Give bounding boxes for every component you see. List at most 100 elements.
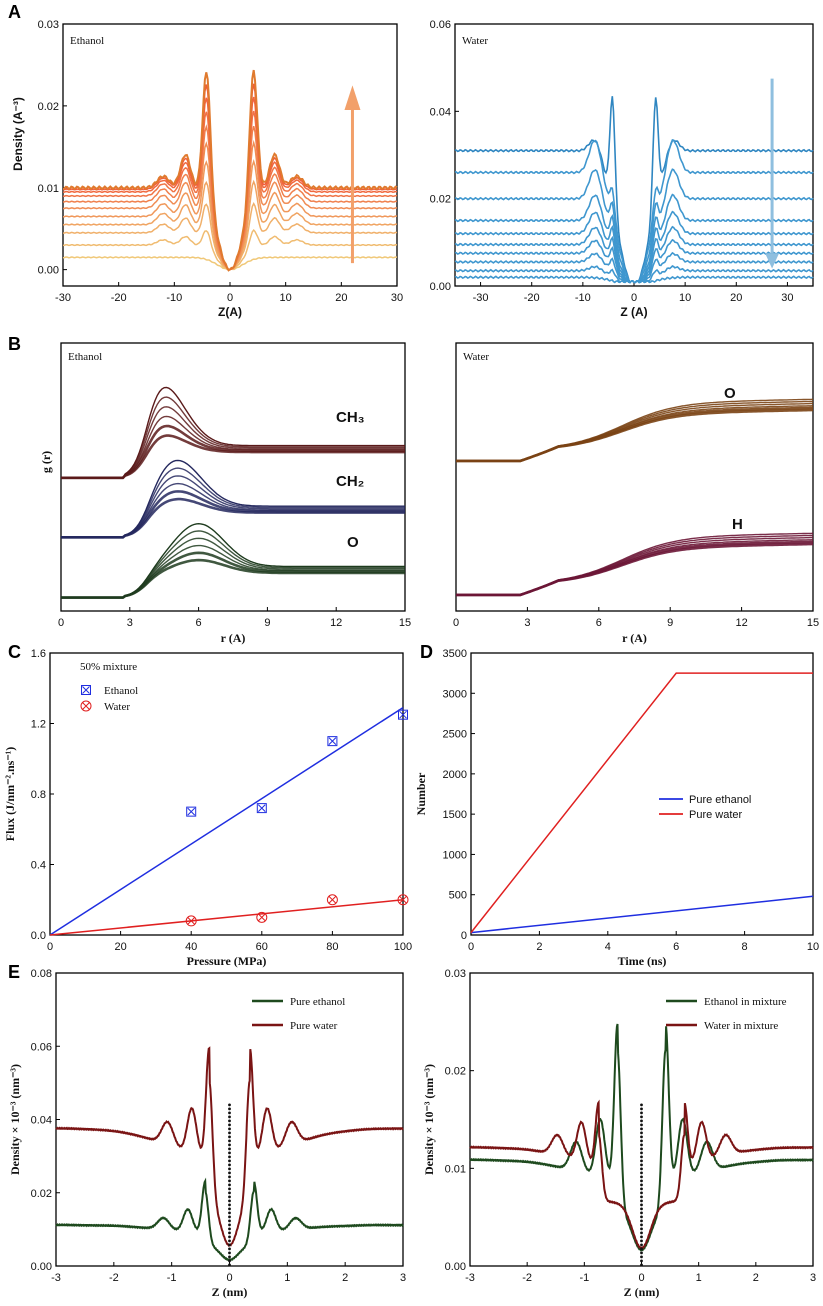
x-tick-label: 2 <box>536 941 542 953</box>
marker-cross <box>328 895 337 904</box>
membrane-dot <box>228 1139 231 1143</box>
square-x-marker <box>256 803 267 814</box>
x-tick-label: -30 <box>473 292 489 304</box>
y-tick-label: 0.02 <box>430 194 451 206</box>
x-tick-label: 0 <box>227 292 233 304</box>
membrane-dot <box>640 1219 643 1223</box>
x-tick-label: 6 <box>196 617 202 629</box>
chart-B2: 0 3 6 9 12 15 Water r (A) O H <box>453 342 819 645</box>
y-tick-label: 0.00 <box>445 1261 466 1273</box>
rdf-curve <box>456 406 813 463</box>
x-tick-label: 15 <box>399 617 411 629</box>
x-tick-label: 0 <box>58 617 64 629</box>
series-label: CH₂ <box>336 473 364 490</box>
series-line <box>470 672 813 934</box>
x-axis-label: Z (A) <box>620 305 647 319</box>
rdf-curve <box>61 490 405 539</box>
x-tick-label: -3 <box>51 1272 61 1284</box>
y-axis-label: g (r) <box>39 451 53 473</box>
y-tick-label: 0.8 <box>31 789 46 801</box>
legend-label: Pure water <box>689 809 743 821</box>
y-tick-label: 3500 <box>443 648 467 660</box>
legend-marker-square <box>81 685 91 695</box>
membrane-dot <box>228 1147 231 1151</box>
plot-frame <box>49 652 404 936</box>
membrane-dot <box>640 1159 643 1163</box>
membrane-dot <box>228 1187 231 1191</box>
fit-line <box>49 707 404 936</box>
membrane-dot <box>228 1195 231 1199</box>
x-tick-label: 9 <box>264 617 270 629</box>
rdf-curve <box>456 540 813 597</box>
membrane-dot <box>640 1247 643 1251</box>
y-tick-label: 0.06 <box>430 19 451 31</box>
chart-A1: -30 -20 -10 0 10 20 30 0.00 0.01 0.02 0.03 Ethanol Z… <box>11 19 403 319</box>
x-tick-label: 0 <box>631 292 637 304</box>
x-tick-label: 20 <box>335 292 347 304</box>
membrane-dot <box>228 1203 231 1207</box>
membrane-dot <box>640 1127 643 1131</box>
chart-A2: -30 -20 -10 0 10 20 30 0.00 0.02 0.04 0.06 Water Z (… <box>430 19 814 319</box>
data-point <box>327 736 338 747</box>
membrane-dot <box>640 1211 643 1215</box>
rdf-curve <box>456 405 814 462</box>
x-tick-label: 20 <box>114 941 126 953</box>
chart-title: Water <box>462 35 488 47</box>
x-tick-label: 4 <box>605 941 611 953</box>
x-tick-label: 0 <box>226 1272 232 1284</box>
x-axis-label: r (A) <box>622 631 647 645</box>
membrane-dot <box>640 1103 643 1107</box>
x-tick-label: -1 <box>167 1272 177 1284</box>
membrane-dot <box>228 1191 231 1195</box>
membrane-dot <box>640 1147 643 1151</box>
x-tick-label: 2 <box>342 1272 348 1284</box>
membrane-dot <box>228 1215 231 1219</box>
membrane-dot <box>228 1171 231 1175</box>
membrane-dot <box>228 1135 231 1139</box>
y-tick-label: 0.00 <box>38 265 59 277</box>
membrane-dot <box>640 1179 643 1183</box>
legend-label: Pure water <box>290 1020 338 1032</box>
density-curve <box>62 83 398 271</box>
x-tick-label: 60 <box>256 941 268 953</box>
y-axis-label: Flux (J/nm⁻².ns⁻¹) <box>3 747 17 842</box>
membrane-dot <box>228 1199 231 1203</box>
x-tick-label: 2 <box>753 1272 759 1284</box>
x-tick-label: 12 <box>735 617 747 629</box>
membrane-dot <box>640 1115 643 1119</box>
membrane-dot <box>228 1131 231 1135</box>
membrane-dot <box>228 1251 231 1255</box>
membrane-dot <box>640 1263 643 1267</box>
rdf-curve <box>456 539 814 596</box>
x-tick-label: 20 <box>730 292 742 304</box>
x-tick-label: -10 <box>575 292 591 304</box>
membrane-dot <box>640 1239 643 1243</box>
y-tick-label: 0.02 <box>38 101 59 113</box>
x-tick-label: 30 <box>781 292 793 304</box>
y-tick-label: 1.6 <box>31 648 46 660</box>
panel-label-C: C <box>8 642 21 662</box>
membrane-dot <box>640 1207 643 1211</box>
marker-cross <box>328 737 337 745</box>
membrane-dot <box>640 1231 643 1235</box>
x-tick-label: 6 <box>673 941 679 953</box>
x-tick-label: 6 <box>596 617 602 629</box>
membrane-dot <box>228 1183 231 1187</box>
membrane-dot <box>228 1175 231 1179</box>
membrane-dot <box>228 1259 231 1263</box>
x-tick-label: 0 <box>453 617 459 629</box>
membrane-dot <box>640 1135 643 1139</box>
marker-cross <box>399 710 407 719</box>
legend-label: Ethanol in mixture <box>704 996 787 1008</box>
membrane-dot <box>640 1187 643 1191</box>
y-tick-label: 0.02 <box>445 1066 466 1078</box>
rdf-curve <box>61 434 405 480</box>
y-tick-label: 2500 <box>443 729 467 741</box>
x-axis-label: Pressure (MPa) <box>187 954 267 968</box>
y-tick-label: 0.03 <box>445 968 466 980</box>
x-tick-label: 1 <box>696 1272 702 1284</box>
x-tick-label: -20 <box>111 292 127 304</box>
membrane-dot <box>228 1247 231 1251</box>
membrane-dot <box>228 1219 231 1223</box>
density-curve <box>454 265 814 284</box>
